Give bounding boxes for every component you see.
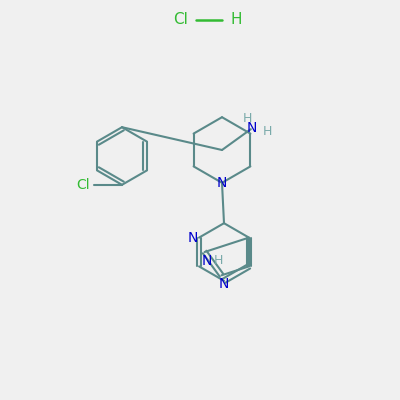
Text: H: H	[243, 112, 252, 124]
Text: N: N	[219, 277, 229, 291]
Text: Cl: Cl	[76, 178, 90, 192]
Text: N: N	[217, 176, 227, 190]
Text: Cl: Cl	[173, 12, 188, 28]
Text: H: H	[263, 125, 272, 138]
Text: H: H	[230, 12, 242, 28]
Text: N: N	[202, 254, 212, 268]
Text: N: N	[188, 230, 198, 244]
Text: N: N	[246, 122, 257, 135]
Text: H: H	[214, 254, 223, 267]
